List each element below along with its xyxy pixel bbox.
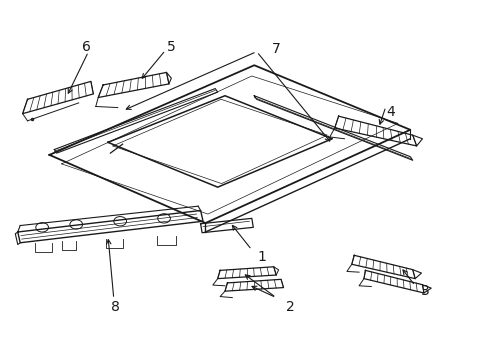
Text: 1: 1: [257, 250, 265, 264]
Text: 5: 5: [166, 40, 175, 54]
Text: 7: 7: [271, 42, 280, 56]
Text: 4: 4: [386, 105, 394, 119]
Text: 6: 6: [81, 40, 90, 54]
Text: 2: 2: [286, 300, 295, 314]
Text: 8: 8: [111, 300, 120, 314]
Text: 3: 3: [420, 284, 428, 298]
